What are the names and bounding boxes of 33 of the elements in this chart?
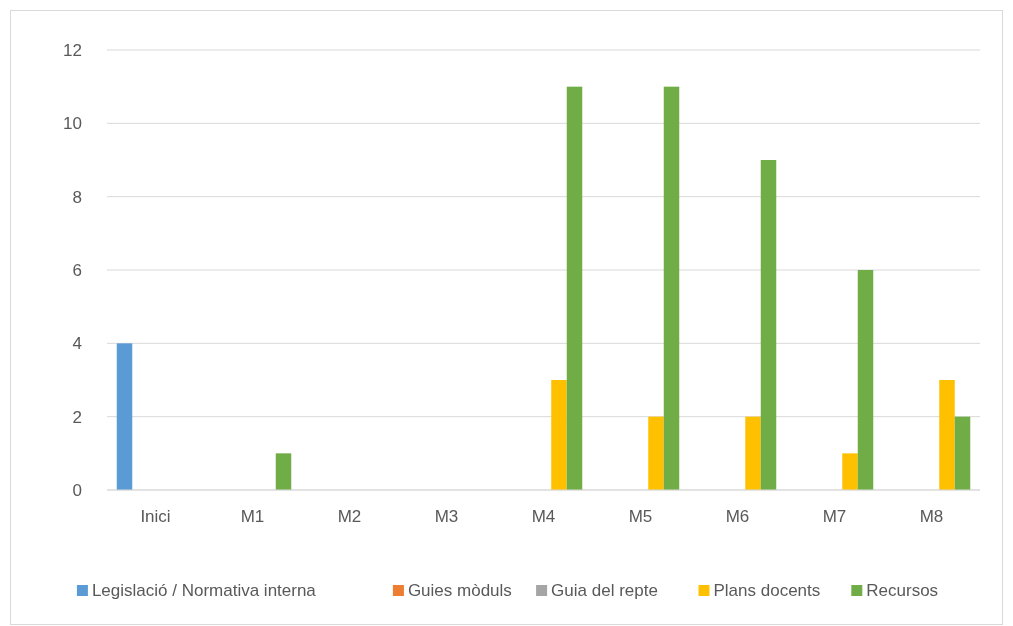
y-tick-label: 8 (72, 187, 82, 207)
x-tick-label: M6 (725, 507, 750, 526)
y-tick-label: 2 (72, 407, 82, 427)
x-tick-label: M5 (628, 507, 653, 526)
y-tick-label: 6 (72, 260, 82, 280)
bar (745, 416, 761, 490)
bar (760, 160, 777, 490)
bar (551, 380, 567, 490)
bar (116, 343, 133, 490)
y-tick-label: 10 (63, 114, 82, 134)
legend-label: Recursos (866, 581, 939, 600)
bar (939, 380, 955, 490)
y-tick-label: 4 (72, 334, 82, 354)
x-tick-label: M8 (919, 507, 944, 526)
y-tick-label: 0 (72, 480, 82, 500)
bar (663, 86, 680, 490)
bar (648, 416, 664, 490)
x-tick-label: Inici (140, 507, 171, 526)
bar (857, 270, 874, 490)
legend-label: Guies mòduls (407, 581, 512, 600)
bar (275, 453, 292, 490)
x-tick-label: M1 (240, 507, 265, 526)
legend-label: Plans docents (713, 581, 821, 600)
legend-label: Guia del repte (551, 581, 658, 600)
x-tick-label: M7 (822, 507, 847, 526)
x-tick-label: M2 (337, 507, 362, 526)
bar (954, 416, 971, 490)
x-tick-label: M3 (434, 507, 459, 526)
bar (566, 86, 583, 490)
x-tick-label: M4 (531, 507, 556, 526)
legend-label: Legislació / Normativa interna (91, 581, 317, 600)
y-tick-label: 12 (63, 40, 82, 60)
bar (842, 453, 858, 490)
